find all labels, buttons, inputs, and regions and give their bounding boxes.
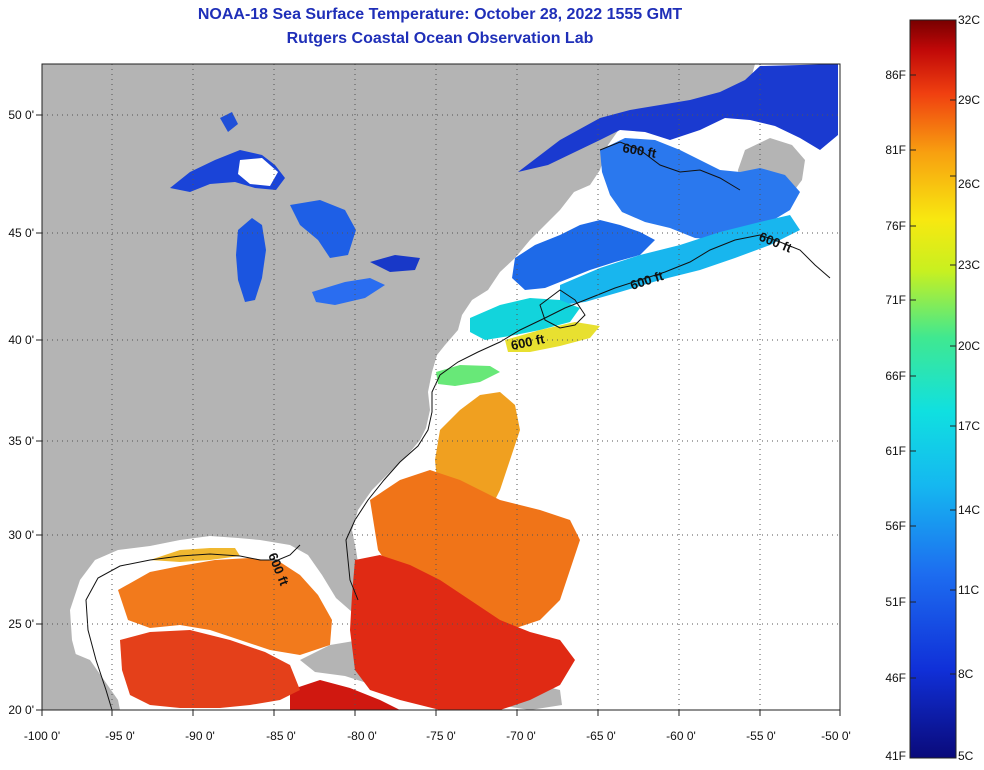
lat-label: 25 0' [8,617,34,631]
lon-label: -60 0' [666,729,696,743]
lon-label: -65 0' [586,729,616,743]
sst-caribbean-deep [290,680,400,710]
axis-ticks [36,114,841,716]
lon-label: -50 0' [821,729,851,743]
sst-gulf-stlawrence [600,138,800,240]
colorbar-fahrenheit-label: 71F [885,293,906,307]
colorbar-celsius-label: 11C [958,583,979,597]
colorbar-fahrenheit-label: 66F [885,369,906,383]
colorbar-celsius-label: 20C [958,339,980,353]
lat-label: 45 0' [8,226,34,240]
colorbar-celsius-label: 23C [958,258,980,272]
land-yucatan [42,640,120,710]
graticule [42,64,840,710]
colorbar-celsius-label: 29C [958,93,980,107]
sst-caribbean-red [350,555,575,710]
lat-label: 40 0' [8,333,34,347]
lat-label: 50 0' [8,108,34,122]
colorbar-fahrenheit-label: 86F [885,68,906,82]
great-lakes [170,112,420,305]
plot-frame [41,63,841,711]
colorbar-fahrenheit-label: 46F [885,671,906,685]
lon-label: -95 0' [105,729,135,743]
lon-label: -75 0' [426,729,456,743]
lat-label: 35 0' [8,434,34,448]
lon-label: -90 0' [185,729,215,743]
land-north-america [42,64,755,710]
colorbar: 32C 29C 26C 23C 20C 17C 14C 11C 8C 5C 86… [885,13,980,763]
colorbar-fahrenheit-label: 41F [885,749,906,763]
plot-area: 600 ft 600 ft 600 ft 600 ft 600 ft [42,64,840,710]
sst-slope-yellow [505,322,600,352]
colorbar-celsius-label: 14C [958,503,980,517]
map-title: NOAA-18 Sea Surface Temperature: October… [197,6,683,23]
colorbar-celsius-label: 5C [958,749,974,763]
colorbar-celsius-label: 8C [958,667,974,681]
sst-shelf-mid-atlantic [470,298,580,340]
sst-scotian-shelf [560,215,800,305]
colorbar-fahrenheit-label: 51F [885,595,906,609]
lat-labels: 50 0' 45 0' 40 0' 35 0' 30 0' 25 0' 20 0… [8,108,34,717]
colorbar-fahrenheit-label: 56F [885,519,906,533]
sst-gulf-of-maine [512,220,655,290]
colorbar-fahrenheit-label: 81F [885,143,906,157]
map-subtitle: Rutgers Coastal Ocean Observation Lab [286,30,594,47]
lon-label: -70 0' [506,729,536,743]
colorbar-scale [909,19,957,759]
sst-gulf-mexico-orange [118,558,332,655]
colorbar-fahrenheit-label: 76F [885,219,906,233]
lat-label: 30 0' [8,528,34,542]
lon-labels: -100 0' -95 0' -90 0' -85 0' -80 0' -75 … [24,729,851,743]
lon-label: -80 0' [347,729,377,743]
lon-label: -85 0' [266,729,296,743]
isobath-600ft [85,141,831,710]
lon-label: -100 0' [24,729,60,743]
contour-label: 600 ft [621,140,658,161]
sst-shelf-green [436,365,500,386]
lat-label: 20 0' [8,703,34,717]
contour-label: 600 ft [510,331,547,353]
colorbar-celsius-label: 17C [958,419,980,433]
lon-label: -55 0' [746,729,776,743]
sst-labrador-cold [518,64,838,172]
colorbar-celsius-label: 26C [958,177,980,191]
colorbar-celsius-label: 32C [958,13,980,27]
colorbar-fahrenheit-label: 61F [885,444,906,458]
sst-gulf-mexico-red [120,630,300,708]
